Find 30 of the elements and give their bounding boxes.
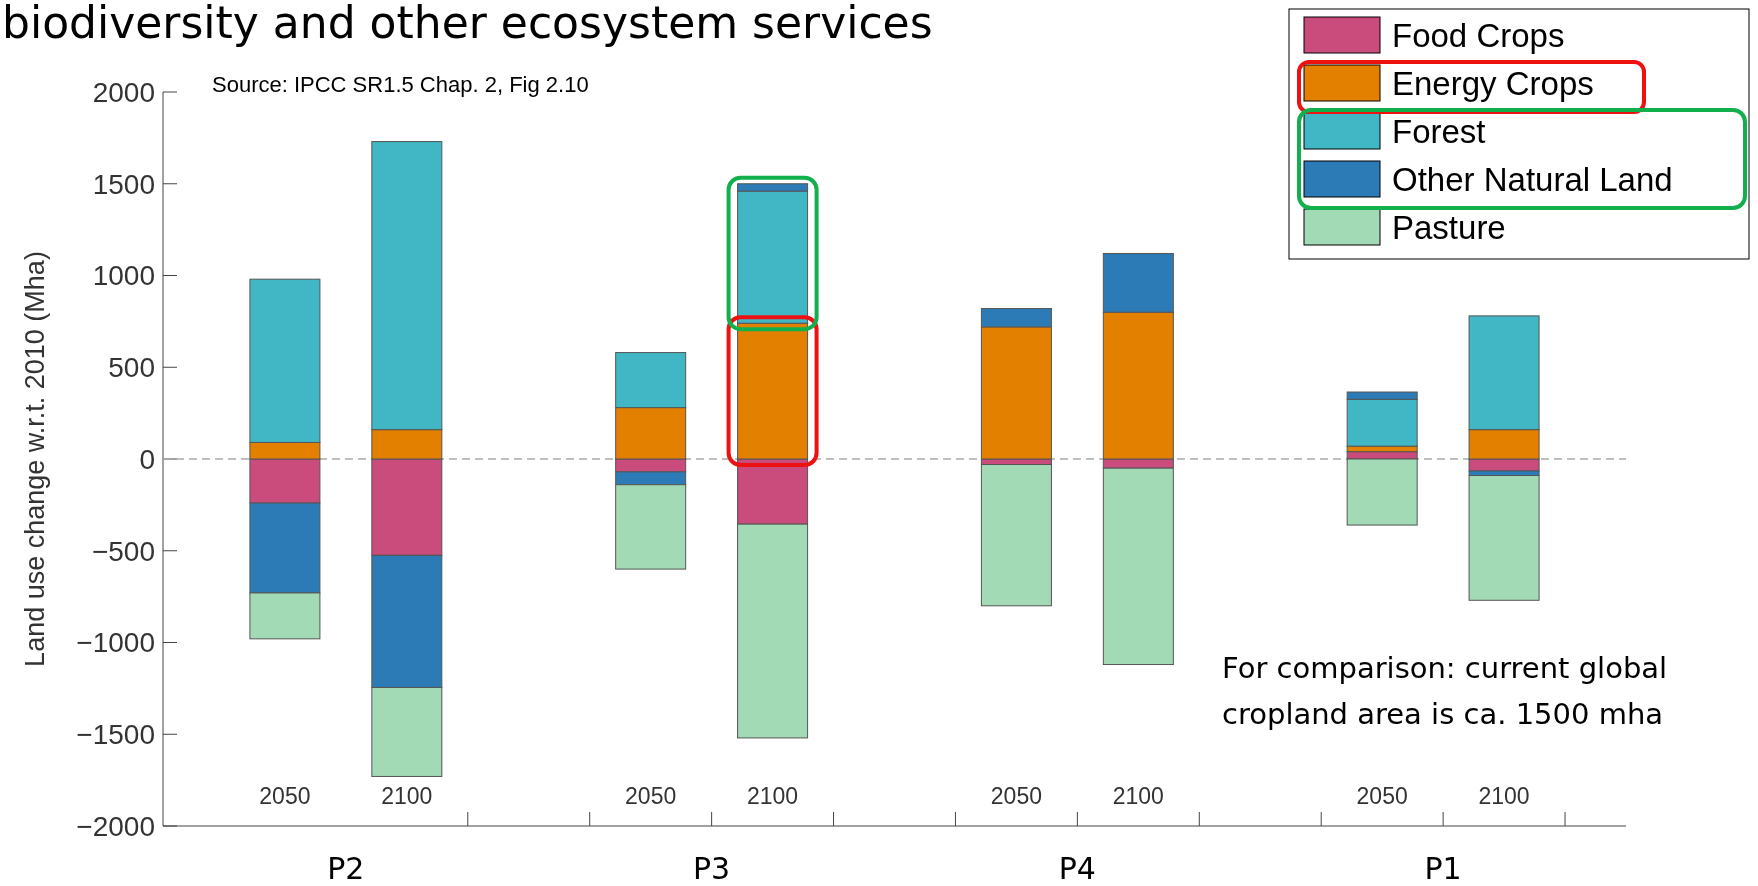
text: P3 (693, 851, 731, 886)
legend-label: Pasture (1392, 208, 1506, 246)
x-tick-label: 2050 (625, 783, 677, 809)
y-tick-label: 2000 (92, 76, 155, 108)
legend-label: Food Crops (1392, 16, 1565, 54)
y-tick-label: 0 (139, 443, 155, 475)
legend-label: Energy Crops (1392, 64, 1594, 102)
text: P2 (327, 851, 365, 886)
y-axis-title: Land use change w.r.t. 2010 (Mha) (20, 251, 50, 667)
y-tick-label: −1500 (76, 719, 155, 751)
text: P1 (1424, 851, 1462, 886)
y-tick-label: −1000 (76, 627, 155, 659)
annotation: Source: IPCC SR1.5 Chap. 2, Fig 2.10 (212, 72, 589, 97)
legend-label: Forest (1392, 112, 1486, 150)
y-tick-label: 500 (108, 352, 155, 384)
chart-title: biodiversity and other ecosystem services (2, 0, 933, 48)
x-tick-label: 2100 (381, 783, 433, 809)
y-tick-label: −500 (91, 535, 155, 567)
x-tick-label: 2100 (1112, 783, 1164, 809)
legend-label: Other Natural Land (1392, 160, 1673, 198)
x-tick-label: 2050 (1356, 783, 1408, 809)
text: P4 (1058, 851, 1096, 886)
annotation: For comparison: current global cropland area is ca. 1500 mha (1222, 651, 1668, 731)
x-tick-label: 2050 (990, 783, 1042, 809)
x-tick-label: 2100 (1478, 783, 1530, 809)
y-tick-label: 1500 (92, 168, 155, 200)
x-tick-label: 2050 (259, 783, 311, 809)
y-tick-label: 1000 (92, 260, 155, 292)
y-tick-label: −2000 (76, 810, 155, 842)
x-tick-label: 2100 (747, 783, 799, 809)
